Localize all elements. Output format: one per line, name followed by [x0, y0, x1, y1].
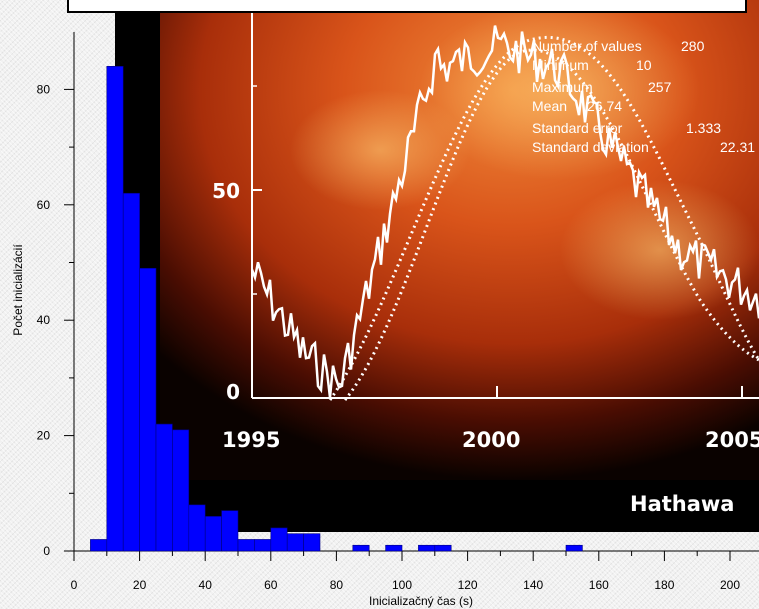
x-tick-label: 140: [523, 578, 543, 592]
y-tick-label: 20: [37, 429, 51, 443]
y-tick-label: 40: [37, 313, 51, 327]
stat-value: 257: [648, 79, 672, 95]
x-tick-label: 120: [458, 578, 478, 592]
histogram-bar: [565, 544, 583, 552]
histogram-bar: [303, 533, 321, 552]
stat-value: 1.333: [686, 120, 721, 136]
y-tick-label: 0: [43, 544, 50, 558]
stat-value: 26.74: [587, 98, 622, 114]
x-tick-label: 20: [133, 578, 147, 592]
stat-value: 280: [681, 38, 705, 54]
x-tick-label: 0: [71, 578, 78, 592]
histogram-bar: [139, 267, 157, 552]
histogram-bar: [188, 504, 206, 552]
histogram-bars: [90, 66, 583, 552]
x-tick-label: 40: [199, 578, 213, 592]
x-axis: 0 20 40 60 80 100 120 140 160 180 200: [71, 550, 759, 592]
title-frame: [67, 0, 747, 13]
y-axis: 0 20 40 60 80: [37, 32, 75, 558]
x-tick-label: 160: [589, 578, 609, 592]
solar-background-image: [115, 0, 759, 532]
histogram-bar: [418, 544, 436, 552]
stat-label: Maximum: [532, 79, 593, 95]
x-tick-label: 180: [654, 578, 674, 592]
y-tick-label: 60: [37, 198, 51, 212]
histogram-bar: [172, 429, 190, 552]
histogram-bar: [90, 539, 108, 552]
y-axis-title: Počet inicializácií: [11, 244, 25, 336]
histogram-bar: [254, 539, 272, 552]
x-tick-label: 100: [392, 578, 412, 592]
histogram-bar: [204, 516, 222, 552]
x-axis-title: Inicializačný čas (s): [369, 594, 473, 608]
background-y-tick-label: 0: [226, 380, 240, 404]
histogram-bar: [237, 539, 255, 552]
histogram-bar: [385, 544, 403, 552]
stat-value: 22.31: [720, 139, 755, 155]
x-tick-label: 80: [330, 578, 344, 592]
histogram-bar: [155, 423, 173, 552]
x-tick-label: 200: [720, 578, 740, 592]
statistics-legend: Number of values 280 Minimum 10 Maximum …: [532, 38, 755, 155]
background-x-tick-label: 2005: [705, 428, 759, 452]
histogram-bar: [286, 533, 304, 552]
histogram-bar: [270, 527, 288, 552]
background-tick-labels: 0 50 1995 2000 2005 Hathawa: [212, 179, 759, 516]
histogram-bar: [352, 544, 370, 552]
stat-label: Number of values: [532, 38, 642, 54]
histogram-bar: [434, 544, 452, 552]
background-x-tick-label: 1995: [222, 428, 280, 452]
x-tick-label: 60: [264, 578, 278, 592]
y-tick-label: 80: [37, 82, 51, 96]
background-credit-text: Hathawa: [630, 492, 734, 516]
stat-label: Minimum: [532, 57, 589, 73]
histogram-bar: [122, 192, 140, 552]
stat-label: Standard error: [532, 120, 623, 136]
stat-label: Standard deviation: [532, 139, 649, 155]
background-x-tick-label: 2000: [462, 428, 520, 452]
histogram-bar: [106, 66, 124, 552]
stat-label: Mean: [532, 98, 567, 114]
background-y-tick-label: 50: [212, 179, 240, 203]
histogram-bar: [221, 510, 239, 552]
stat-value: 10: [636, 57, 652, 73]
